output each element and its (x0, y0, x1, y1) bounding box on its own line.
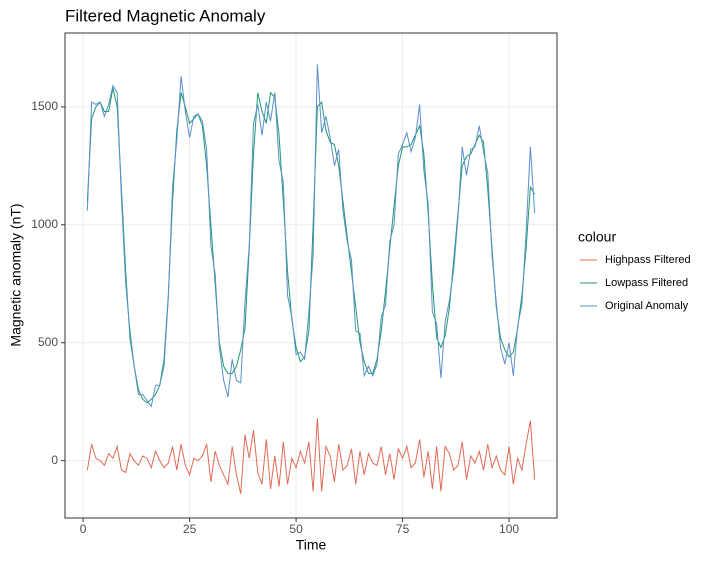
x-tick-label: 0 (80, 522, 87, 536)
chart-title: Filtered Magnetic Anomaly (65, 6, 266, 25)
x-tick-label: 100 (499, 522, 519, 536)
x-axis-label: Time (296, 537, 327, 553)
legend-label: Original Anomaly (605, 300, 689, 312)
x-tick-label: 25 (183, 522, 197, 536)
x-tick-label: 50 (289, 522, 303, 536)
y-tick-label: 0 (51, 453, 58, 467)
y-axis-label: Magnetic anomaly (nT) (8, 203, 24, 346)
x-tick-label: 75 (396, 522, 410, 536)
series-line (86, 64, 536, 408)
legend-title: colour (578, 229, 616, 245)
legend-label: Lowpass Filtered (605, 277, 688, 289)
y-tick-label: 1000 (31, 217, 58, 231)
legend-label: Highpass Filtered (605, 254, 691, 266)
y-tick-label: 500 (38, 335, 58, 349)
panel-border (64, 32, 558, 519)
series-line (86, 418, 536, 494)
y-tick-label: 1500 (31, 99, 58, 113)
